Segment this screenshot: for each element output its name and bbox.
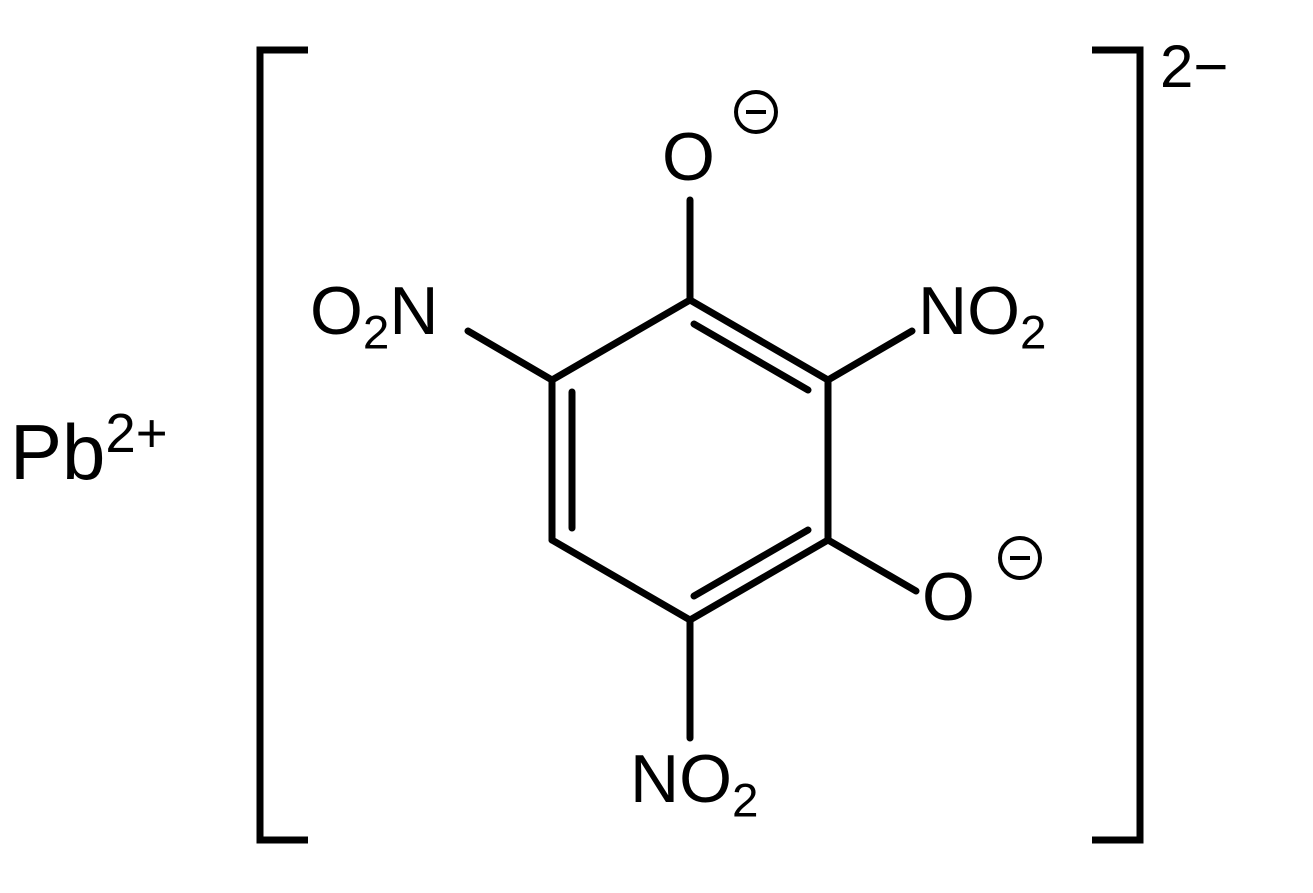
- right-bracket: [1092, 50, 1140, 840]
- benzene-ring: [552, 300, 828, 620]
- complex-charge-label: 2−: [1160, 32, 1228, 101]
- o-top-label: O: [662, 118, 715, 196]
- sub-bonds: [468, 200, 916, 738]
- no2-ur-label: NO2: [918, 272, 1046, 361]
- no2-b-label: NO2: [630, 740, 758, 829]
- neg-charge-right: [1000, 538, 1040, 578]
- o2n-ul-label: O2N: [310, 272, 439, 361]
- cation-label: Pb2+: [10, 402, 168, 498]
- left-bracket: [260, 50, 308, 840]
- neg-charge-top: [736, 92, 776, 132]
- o-lr-label: O: [922, 558, 975, 636]
